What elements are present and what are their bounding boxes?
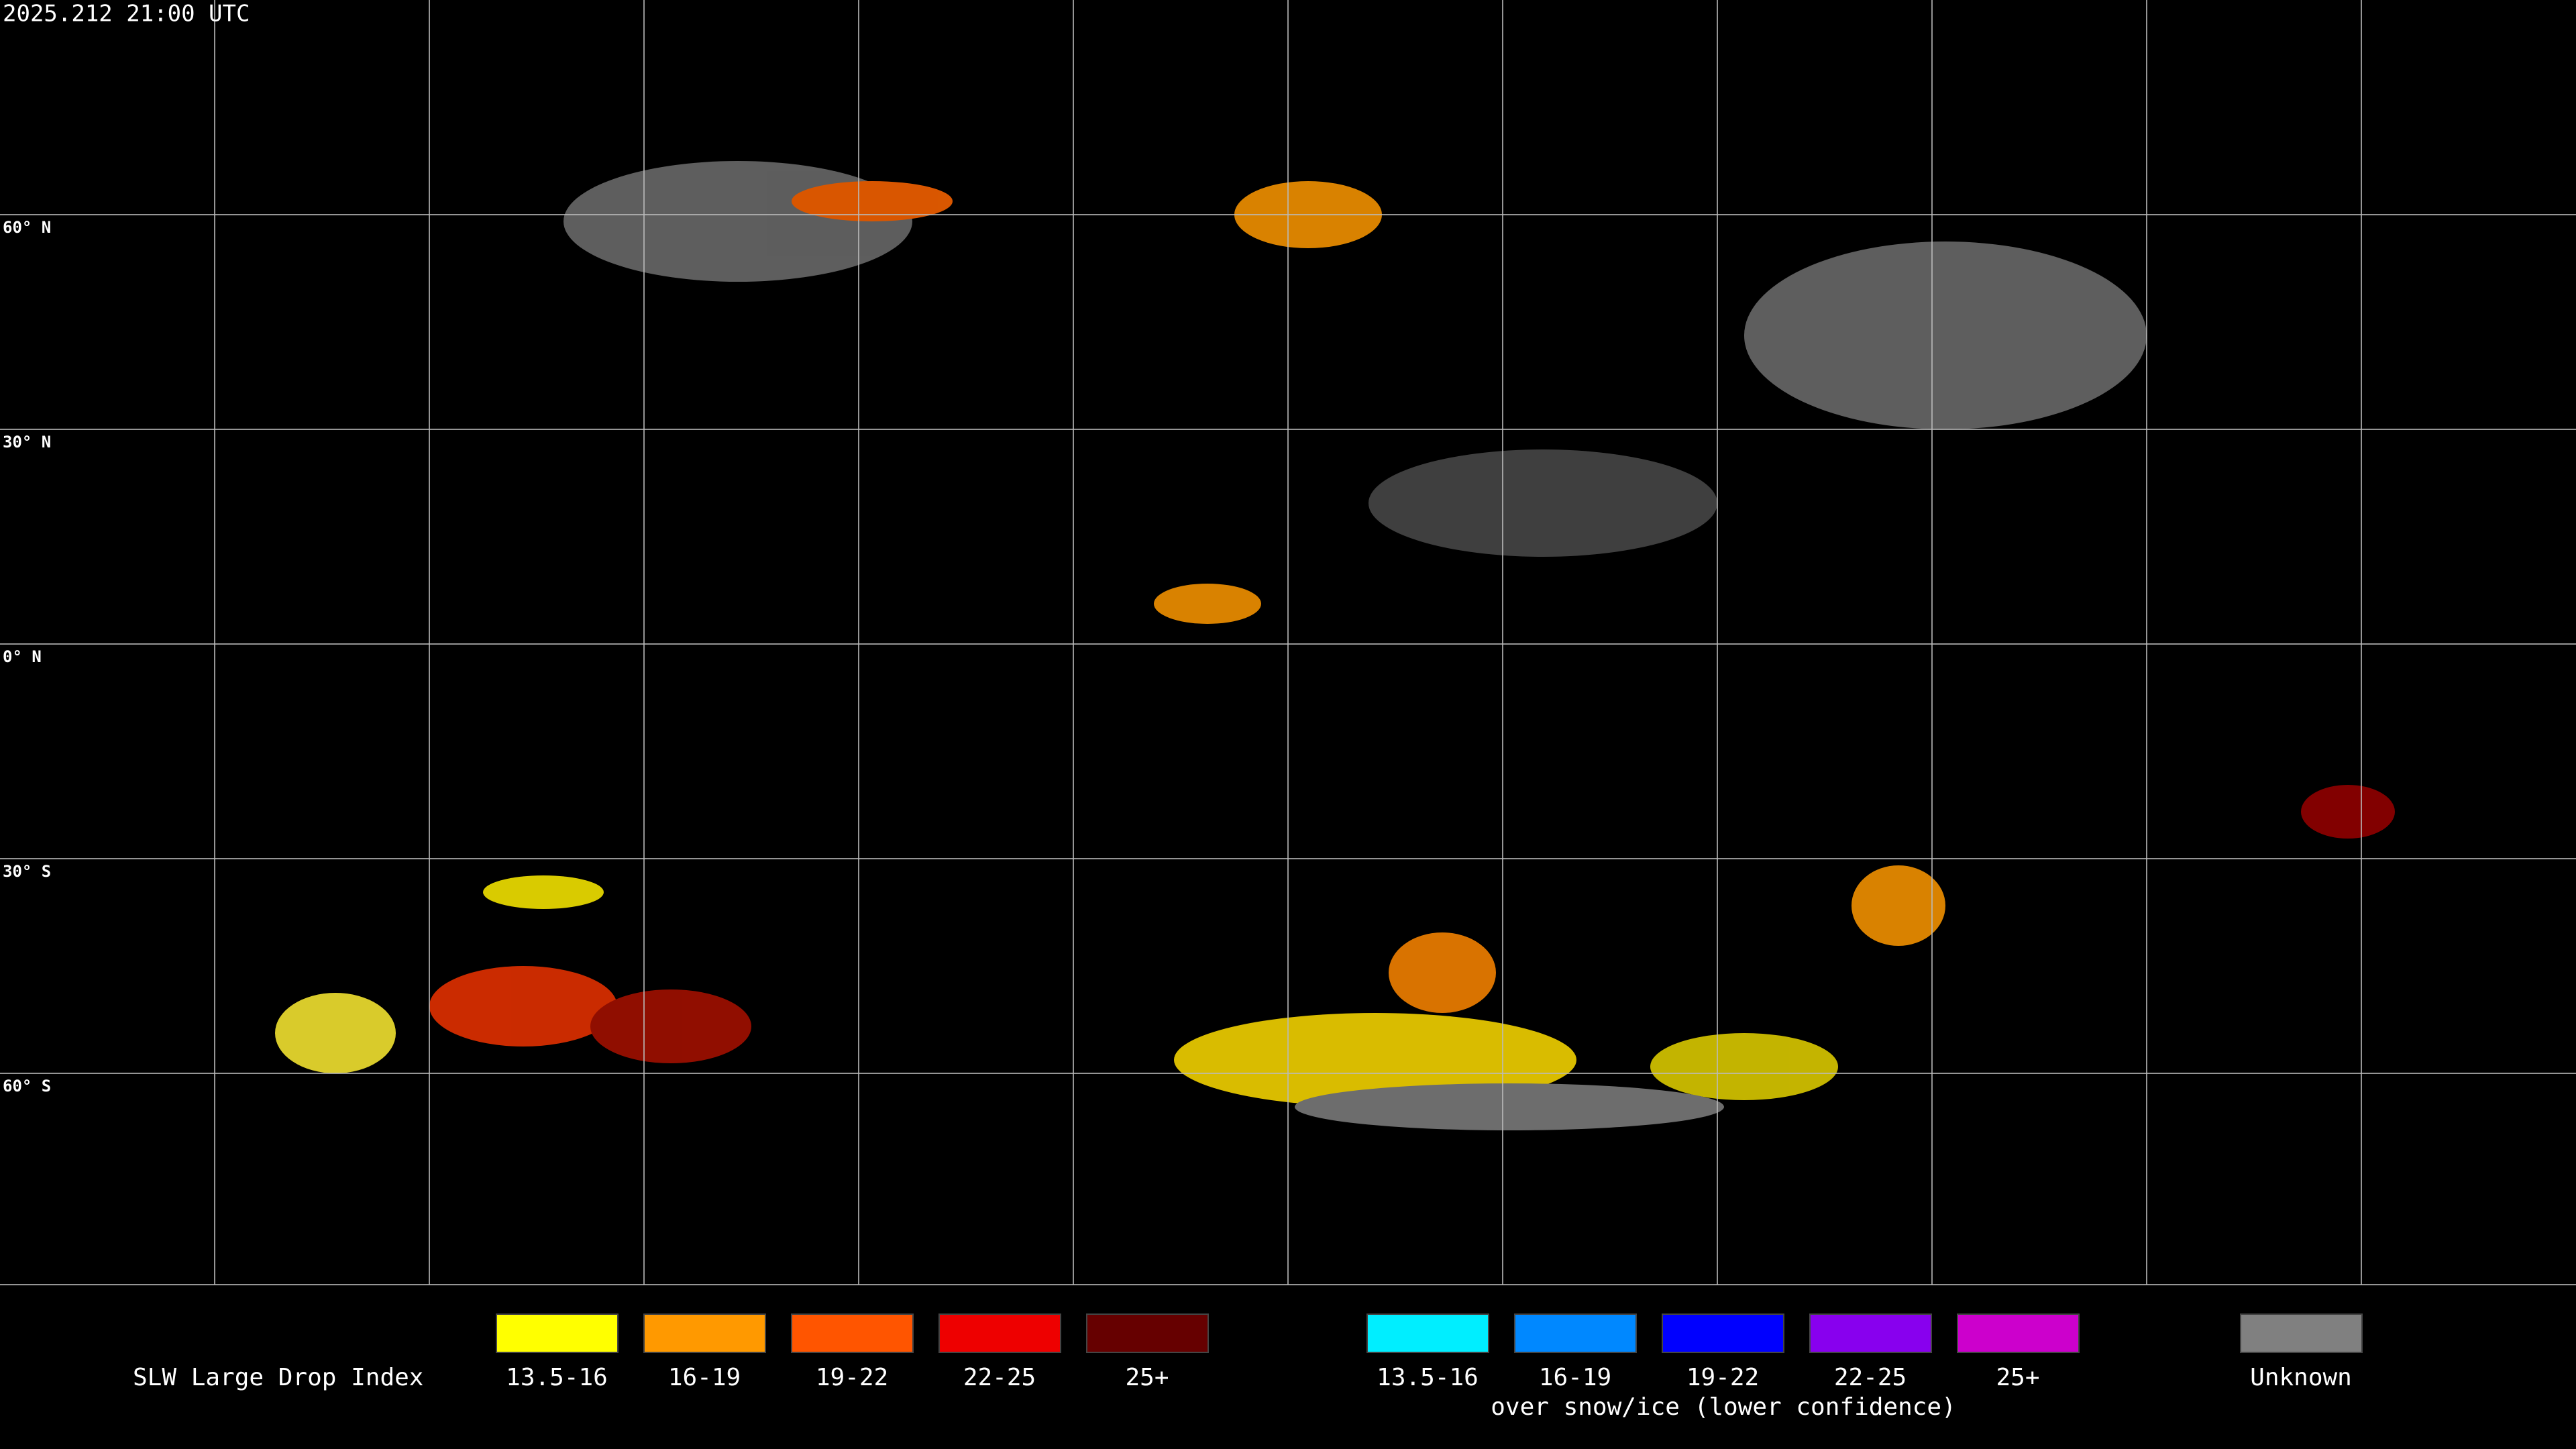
patch: [590, 989, 751, 1063]
legend-swatch: [496, 1313, 619, 1353]
cloud-patches: [275, 161, 2395, 1130]
patch: [1650, 1033, 1838, 1100]
patch: [564, 161, 912, 282]
latitude-label: 0° N: [3, 647, 42, 666]
legend-label: 13.5-16: [1377, 1364, 1479, 1391]
legend-swatch: [791, 1313, 914, 1353]
legend-swatch: [938, 1313, 1061, 1353]
legend-label: 13.5-16: [506, 1364, 608, 1391]
patch: [275, 993, 396, 1073]
patch: [1744, 241, 2147, 429]
legend-label: Unknown: [2250, 1364, 2352, 1391]
legend-label: 25+: [1125, 1364, 1169, 1391]
legend-label: 22-25: [963, 1364, 1036, 1391]
patch: [792, 181, 953, 221]
latitude-label: 60° S: [3, 1077, 51, 1095]
latitude-label: 30° S: [3, 862, 51, 881]
graticule: [0, 0, 2576, 1285]
patch: [1174, 1013, 1576, 1107]
patch: [1154, 584, 1261, 624]
legend-swatch: [1086, 1313, 1209, 1353]
legend-label: 22-25: [1834, 1364, 1907, 1391]
legend-label: 25+: [1996, 1364, 2039, 1391]
latitude-label: 60° N: [3, 218, 51, 237]
patch: [483, 875, 604, 909]
snow-caption: over snow/ice (lower confidence): [1491, 1393, 1956, 1421]
legend-label: 16-19: [1539, 1364, 1611, 1391]
patch: [429, 966, 617, 1046]
legend-swatch: [1662, 1313, 1784, 1353]
legend-label: 19-22: [816, 1364, 888, 1391]
patch: [1389, 932, 1496, 1013]
legend-swatch: [1514, 1313, 1637, 1353]
legend-swatch: [1366, 1313, 1489, 1353]
latitude-label: 30° N: [3, 433, 51, 451]
patch: [1295, 1083, 1724, 1130]
patch: [1851, 865, 1945, 946]
legend-swatch: [1809, 1313, 1932, 1353]
legend-label: 16-19: [668, 1364, 741, 1391]
legend-label: 19-22: [1686, 1364, 1759, 1391]
legend-swatch: [1957, 1313, 2080, 1353]
legend-title: SLW Large Drop Index: [133, 1364, 423, 1391]
legend-swatch: [2240, 1313, 2363, 1353]
patch: [1368, 449, 1717, 557]
legend-swatch: [643, 1313, 766, 1353]
patch: [2301, 785, 2395, 839]
timestamp: 2025.212 21:00 UTC: [3, 1, 250, 28]
